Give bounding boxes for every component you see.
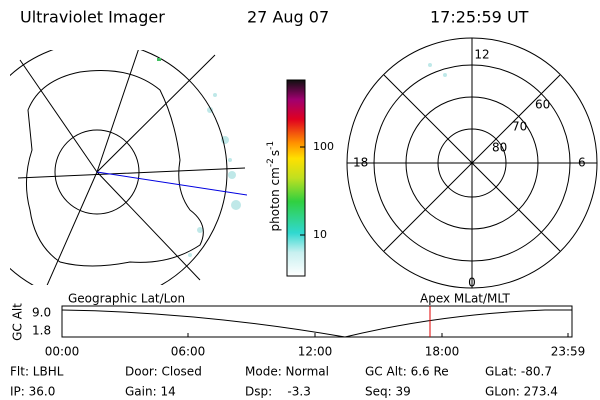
footer-field: IP: 36.0 [10,385,55,399]
footer-field: GC Alt: 6.6 Re [365,365,449,379]
orbit-ylabel: GC Alt [11,303,25,341]
colorbar-label: photon cm-2 s-1 [263,129,282,250]
polar-plot [346,37,598,289]
orbit-xtick-label: 06:00 [171,345,206,359]
polar-label: 60 [535,98,550,112]
colorbar [286,79,306,277]
colorbar-tick: 10 [313,228,327,241]
orbit-xtick-label: 23:59 [551,345,586,359]
orbit-box [61,305,573,338]
footer-field: GLat: -80.7 [485,365,552,379]
polar-label: 18 [353,156,368,170]
footer-field: Mode: Normal [245,365,329,379]
label-part: s [268,150,282,156]
polar-label: 0 [468,276,476,290]
date: 27 Aug 07 [247,8,329,27]
orbit-xtick-label: 18:00 [425,345,460,359]
map-label: Apex MLat/MLT [420,292,510,306]
orbit-ytick: 1.8 [32,324,51,338]
title: Ultraviolet Imager [20,8,165,27]
map-label: Geographic Lat/Lon [68,292,185,306]
polar-label: 12 [474,48,489,62]
footer-field: Dsp: -3.3 [245,385,311,399]
orbit-ytick: 9.0 [32,306,51,320]
time: 17:25:59 UT [430,8,529,27]
footer-field: Flt: LBHL [10,365,64,379]
orbit-curve [61,309,572,338]
label-part: -2 [266,158,276,167]
polar-label: 80 [492,141,507,155]
geo-map [10,50,247,285]
polar-label: 6 [578,156,586,170]
footer-field: Seq: 39 [365,385,411,399]
colorbar-tick: 100 [313,140,334,153]
label-part: photon cm [268,167,282,231]
polar-label: 70 [512,120,527,134]
footer-field: GLon: 273.4 [485,385,558,399]
footer-field: Gain: 14 [125,385,176,399]
footer-field: Door: Closed [125,365,202,379]
label-part: -1 [266,141,276,150]
orbit-xtick-label: 00:00 [45,345,80,359]
orbit-xtick-label: 12:00 [298,345,333,359]
